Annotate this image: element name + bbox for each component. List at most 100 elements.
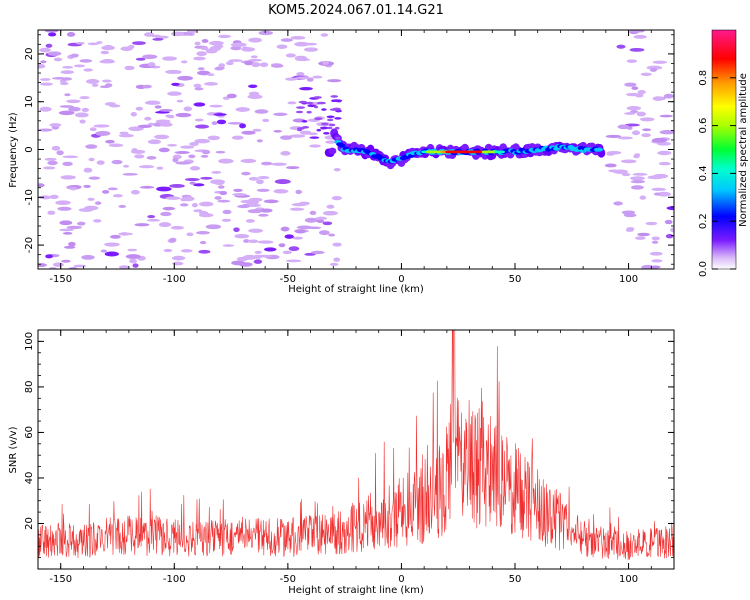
noise-blob xyxy=(107,187,118,191)
noise-blob xyxy=(296,106,306,109)
noise-blob xyxy=(171,82,180,87)
noise-blob xyxy=(333,167,341,172)
noise-blob xyxy=(262,118,270,123)
noise-blob xyxy=(248,91,260,96)
noise-blob xyxy=(285,53,296,58)
noise-blob xyxy=(118,204,127,209)
noise-blob xyxy=(252,128,262,132)
noise-blob xyxy=(296,128,303,132)
noise-blob xyxy=(158,222,172,228)
noise-blob xyxy=(175,112,192,118)
noise-blob xyxy=(44,30,59,33)
ridge-halo xyxy=(328,147,337,155)
noise-blob xyxy=(40,60,47,64)
noise-blob xyxy=(649,251,663,256)
noise-blob xyxy=(209,40,224,46)
noise-blob xyxy=(180,249,193,253)
noise-blob xyxy=(657,191,671,197)
noise-blob xyxy=(617,136,633,140)
noise-blob xyxy=(38,128,53,132)
noise-blob xyxy=(189,181,196,185)
noise-blob xyxy=(633,34,647,39)
ridge-peak xyxy=(499,150,506,154)
noise-blob xyxy=(665,233,674,239)
noise-blob xyxy=(248,84,258,89)
noise-blob xyxy=(48,32,57,37)
noise-blob xyxy=(271,162,287,166)
noise-blob xyxy=(68,241,76,247)
noise-blob xyxy=(659,130,674,135)
noise-blob xyxy=(83,184,91,188)
noise-blob xyxy=(45,254,53,259)
noise-blob xyxy=(254,109,269,114)
noise-blob xyxy=(104,242,120,247)
noise-blob xyxy=(118,232,134,236)
noise-blob xyxy=(244,158,255,163)
noise-blob xyxy=(254,250,262,254)
noise-blob xyxy=(84,205,99,211)
noise-blob xyxy=(649,68,657,72)
noise-blob xyxy=(299,86,313,91)
noise-blob xyxy=(142,54,158,60)
noise-blob xyxy=(112,194,123,198)
noise-blob xyxy=(172,157,179,163)
noise-blob xyxy=(327,79,342,83)
noise-blob xyxy=(226,93,237,99)
noise-blob xyxy=(134,223,150,227)
noise-blob xyxy=(62,231,73,235)
noise-blob xyxy=(320,126,326,130)
noise-blob xyxy=(207,135,220,141)
x-tick-label: -150 xyxy=(49,574,72,585)
spectrogram-y-axis: -20 -10 0 10 20 xyxy=(24,34,674,265)
noise-blob xyxy=(287,101,297,105)
noise-blob xyxy=(304,217,318,223)
noise-blob xyxy=(653,192,661,196)
snr-x-label: Height of straight line (km) xyxy=(288,585,424,596)
noise-blob xyxy=(64,93,71,97)
noise-blob xyxy=(633,154,640,159)
noise-blob xyxy=(63,245,76,249)
noise-blob xyxy=(233,188,243,192)
noise-blob xyxy=(125,254,141,259)
noise-blob xyxy=(248,228,264,233)
noise-blob xyxy=(258,30,274,36)
noise-blob xyxy=(93,124,110,128)
noise-blob xyxy=(66,225,83,230)
noise-blob xyxy=(273,129,282,133)
x-tick-label: -50 xyxy=(280,574,296,585)
noise-blob xyxy=(296,72,305,76)
noise-blob xyxy=(40,82,53,86)
noise-blob xyxy=(629,47,645,52)
noise-blob xyxy=(289,134,306,138)
noise-blob xyxy=(45,43,53,48)
noise-blob xyxy=(314,117,323,120)
noise-blob xyxy=(630,185,644,190)
noise-blob xyxy=(329,108,339,111)
noise-blob xyxy=(314,216,328,220)
noise-blob xyxy=(127,248,138,252)
noise-blob xyxy=(280,226,290,232)
noise-blob xyxy=(318,230,330,236)
noise-blob xyxy=(79,96,90,100)
colorbar-gradient xyxy=(711,29,737,270)
noise-blob xyxy=(652,60,668,64)
noise-blob xyxy=(88,176,101,180)
noise-blob xyxy=(169,184,185,188)
x-tick-label: -100 xyxy=(163,274,186,285)
noise-blob xyxy=(258,213,269,217)
noise-blob xyxy=(81,254,95,260)
noise-blob xyxy=(326,204,335,209)
noise-blob xyxy=(162,206,176,211)
noise-blob xyxy=(313,96,322,99)
noise-blob xyxy=(195,231,210,235)
noise-blob xyxy=(130,189,140,195)
noise-blob xyxy=(238,262,253,267)
noise-blob xyxy=(294,229,306,234)
noise-blob xyxy=(670,227,674,233)
noise-blob xyxy=(170,225,184,230)
spectrogram-x-axis: -150 -100 -50 0 50 100 xyxy=(37,30,675,285)
noise-blob xyxy=(108,143,124,148)
noise-blob xyxy=(296,225,313,230)
noise-blob xyxy=(147,139,161,145)
